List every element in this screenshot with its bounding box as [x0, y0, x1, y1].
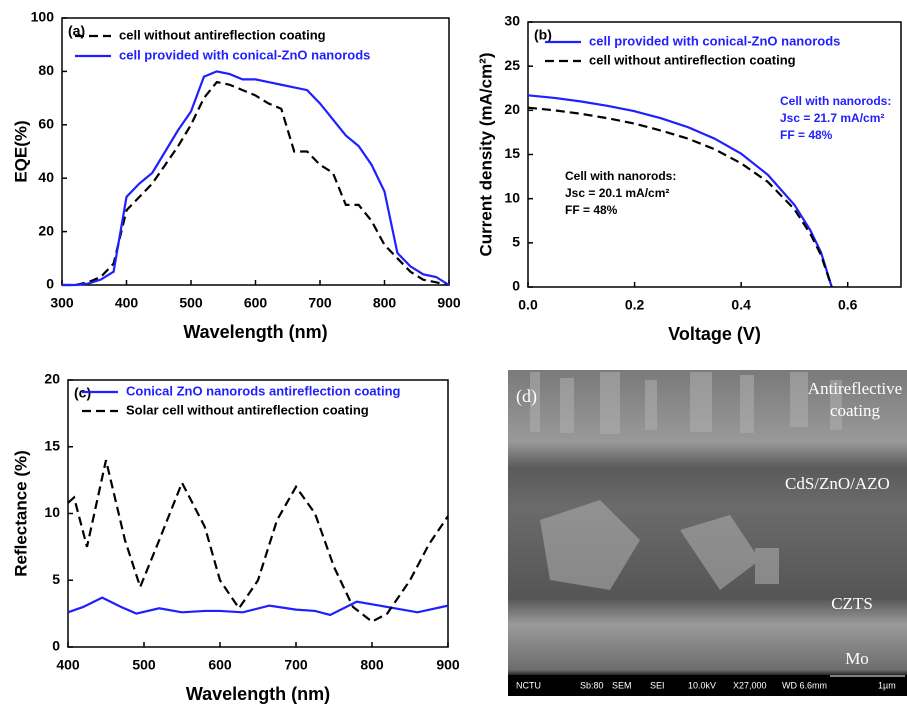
data-line: [67, 596, 449, 617]
info-bar-bg: [508, 675, 907, 696]
x-tick-label: 0.2: [625, 297, 645, 313]
y-axis-label: Reflectance (%): [11, 450, 30, 577]
x-tick-label: 600: [208, 657, 232, 673]
annotation: Jsc = 20.1 mA/cm²: [565, 186, 669, 200]
y-tick-label: 40: [38, 169, 54, 185]
panel-label: (b): [534, 27, 552, 43]
x-tick-label: 0.0: [518, 297, 538, 313]
x-tick-label: 400: [56, 657, 80, 673]
layer-label: CdS/ZnO/AZO: [785, 474, 890, 493]
annotation: FF = 48%: [565, 203, 618, 217]
y-axis-label: EQE(%): [11, 120, 30, 182]
y-tick-label: 15: [504, 145, 520, 161]
info-text: X27,000: [733, 680, 767, 690]
y-tick-label: 80: [38, 62, 54, 78]
y-tick-label: 0: [46, 276, 54, 292]
x-tick-label: 800: [373, 295, 397, 311]
panel: 400 500 600 700 800 900 0 5 10 15 20 Wavelength (nm…: [11, 371, 459, 704]
data-line: [67, 459, 449, 623]
x-tick-label: 0.6: [838, 297, 858, 313]
x-tick-label: 800: [360, 657, 384, 673]
data-line: [62, 80, 450, 287]
info-bar: NCTU Sb:80 SEM SEI 10.0kV X27,000 WD 6.6…: [516, 675, 905, 690]
legend-label: Solar cell without antireflection coatin…: [126, 402, 369, 417]
x-axis-label: Voltage (V): [668, 324, 761, 344]
x-tick-label: 0.4: [731, 297, 751, 313]
y-axis-label: Current density (mA/cm²): [476, 52, 495, 256]
y-tick-label: 0: [52, 638, 60, 654]
x-tick-label: 500: [132, 657, 156, 673]
sem-texture: [530, 372, 842, 590]
data-line: [527, 94, 833, 288]
y-tick-label: 0: [512, 278, 520, 294]
x-tick-label: 900: [437, 295, 461, 311]
layer-label: CZTS: [831, 594, 873, 613]
info-text: 1µm: [878, 680, 896, 690]
annotation: FF = 48%: [780, 128, 833, 142]
panel: 0.0 0.2 0.4 0.6 0 5 10 15 20 25 30 Voltage (V) Curre…: [476, 13, 902, 344]
y-tick-label: 5: [512, 234, 520, 250]
y-tick-label: 15: [44, 437, 60, 453]
x-tick-label: 700: [308, 295, 332, 311]
y-tick-label: 25: [504, 57, 520, 73]
y-tick-label: 20: [504, 101, 520, 117]
info-text: Sb:80: [580, 680, 604, 690]
legend-label: cell without antireflection coating: [589, 52, 796, 67]
y-tick-label: 5: [52, 571, 60, 587]
panel-label: (a): [68, 23, 85, 39]
sem-image: (d) Antireflective coating CdS/ZnO/AZO C…: [508, 370, 907, 696]
legend-label: cell provided with conical-ZnO nanorods: [589, 33, 840, 48]
legend-label: Conical ZnO nanorods antireflection coat…: [126, 383, 401, 398]
data-line: [527, 106, 833, 288]
info-text: SEM: [612, 680, 632, 690]
info-text: 10.0kV: [688, 680, 716, 690]
panel: 300 400 500 600 700 800 900 0 20 40 60 80 100 Wavelen…: [11, 9, 460, 342]
y-tick-label: 100: [31, 9, 55, 25]
panel-label: (d): [516, 386, 537, 407]
x-tick-label: 900: [436, 657, 460, 673]
info-text: NCTU: [516, 680, 541, 690]
legend-label: cell provided with conical-ZnO nanorods: [119, 47, 370, 62]
y-tick-label: 10: [504, 189, 520, 205]
data-line: [62, 70, 450, 287]
annotation: Cell with nanorods:: [565, 169, 676, 183]
annotation: Jsc = 21.7 mA/cm²: [780, 111, 884, 125]
legend-label: cell without antireflection coating: [119, 27, 326, 42]
layer-label: Antireflective: [808, 379, 902, 398]
y-tick-label: 60: [38, 116, 54, 132]
x-axis-label: Wavelength (nm): [183, 322, 327, 342]
layer-label: Mo: [845, 649, 869, 668]
annotation: Cell with nanorods:: [780, 94, 891, 108]
y-tick-label: 20: [44, 371, 60, 387]
layer-label: coating: [830, 401, 881, 420]
y-tick-label: 10: [44, 504, 60, 520]
x-tick-label: 700: [284, 657, 308, 673]
x-tick-label: 400: [115, 295, 139, 311]
x-tick-label: 500: [179, 295, 203, 311]
y-tick-label: 30: [504, 13, 520, 29]
info-text: SEI: [650, 680, 665, 690]
x-tick-label: 600: [244, 295, 268, 311]
x-tick-label: 300: [50, 295, 74, 311]
x-axis-label: Wavelength (nm): [186, 684, 330, 704]
info-text: WD 6.6mm: [782, 680, 827, 690]
y-tick-label: 20: [38, 222, 54, 238]
